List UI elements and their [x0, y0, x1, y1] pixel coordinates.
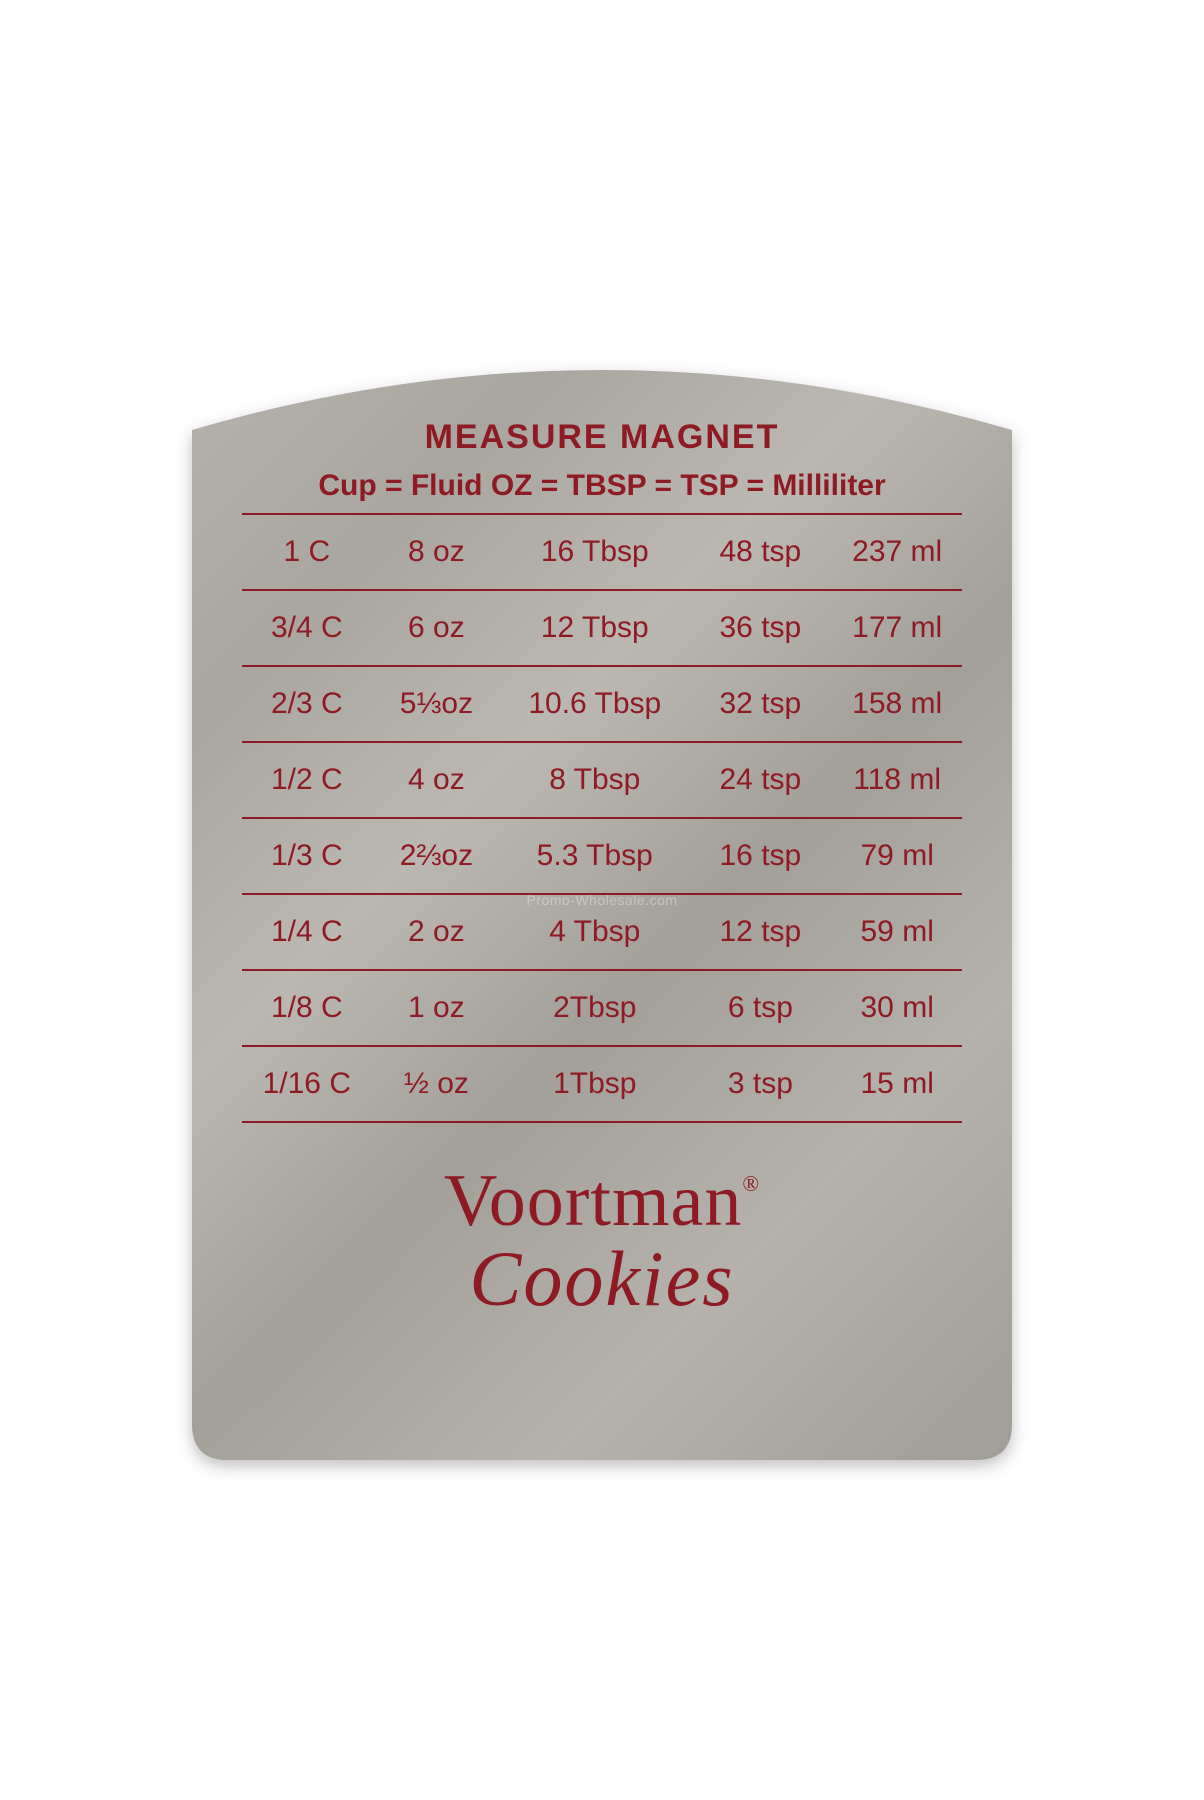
cell-oz: 1 oz: [372, 970, 502, 1046]
cell-tbsp: 16 Tbsp: [501, 514, 688, 590]
cell-oz: ½ oz: [372, 1046, 502, 1122]
cell-ml: 59 ml: [832, 894, 962, 970]
cell-tsp: 16 tsp: [688, 818, 832, 894]
cell-ml: 158 ml: [832, 666, 962, 742]
conversion-table: 1 C 8 oz 16 Tbsp 48 tsp 237 ml 3/4 C 6 o…: [242, 513, 962, 1123]
cell-ml: 177 ml: [832, 590, 962, 666]
cell-oz: 8 oz: [372, 514, 502, 590]
table-row: 1 C 8 oz 16 Tbsp 48 tsp 237 ml: [242, 514, 962, 590]
brand-block: Voortman® Cookies: [242, 1159, 962, 1324]
cell-oz: 6 oz: [372, 590, 502, 666]
cell-cup: 2/3 C: [242, 666, 372, 742]
cell-tbsp: 1Tbsp: [501, 1046, 688, 1122]
cell-cup: 3/4 C: [242, 590, 372, 666]
cell-tsp: 36 tsp: [688, 590, 832, 666]
table-row: 1/8 C 1 oz 2Tbsp 6 tsp 30 ml: [242, 970, 962, 1046]
cell-oz: 2 oz: [372, 894, 502, 970]
cell-tsp: 48 tsp: [688, 514, 832, 590]
cell-tsp: 12 tsp: [688, 894, 832, 970]
table-row: 3/4 C 6 oz 12 Tbsp 36 tsp 177 ml: [242, 590, 962, 666]
magnet-content: MEASURE MAGNET Cup = Fluid OZ = TBSP = T…: [242, 390, 962, 1420]
page-stage: MEASURE MAGNET Cup = Fluid OZ = TBSP = T…: [0, 0, 1204, 1800]
cell-cup: 1/8 C: [242, 970, 372, 1046]
cell-cup: 1/4 C: [242, 894, 372, 970]
table-row: 1/16 C ½ oz 1Tbsp 3 tsp 15 ml: [242, 1046, 962, 1122]
cell-tbsp: 2Tbsp: [501, 970, 688, 1046]
brand-name-text: Voortman: [444, 1160, 743, 1242]
cell-cup: 1 C: [242, 514, 372, 590]
cell-tsp: 3 tsp: [688, 1046, 832, 1122]
cell-oz: 4 oz: [372, 742, 502, 818]
brand-tagline: Cookies: [242, 1234, 962, 1324]
cell-ml: 237 ml: [832, 514, 962, 590]
cell-ml: 30 ml: [832, 970, 962, 1046]
cell-tsp: 32 tsp: [688, 666, 832, 742]
title: MEASURE MAGNET: [242, 418, 962, 457]
cell-ml: 79 ml: [832, 818, 962, 894]
cell-tsp: 6 tsp: [688, 970, 832, 1046]
table-row: 1/2 C 4 oz 8 Tbsp 24 tsp 118 ml: [242, 742, 962, 818]
cell-cup: 1/16 C: [242, 1046, 372, 1122]
brand-name: Voortman®: [242, 1159, 962, 1244]
table-row: 1/4 C 2 oz 4 Tbsp 12 tsp 59 ml: [242, 894, 962, 970]
cell-tbsp: 4 Tbsp: [501, 894, 688, 970]
table-row: 2/3 C 5⅓oz 10.6 Tbsp 32 tsp 158 ml: [242, 666, 962, 742]
cell-tbsp: 10.6 Tbsp: [501, 666, 688, 742]
unit-equivalence-subtitle: Cup = Fluid OZ = TBSP = TSP = Milliliter: [242, 469, 962, 503]
cell-cup: 1/2 C: [242, 742, 372, 818]
cell-cup: 1/3 C: [242, 818, 372, 894]
cell-ml: 15 ml: [832, 1046, 962, 1122]
cell-oz: 2⅔oz: [372, 818, 502, 894]
magnet-plate: MEASURE MAGNET Cup = Fluid OZ = TBSP = T…: [192, 340, 1012, 1460]
registered-mark: ®: [742, 1171, 760, 1196]
table-row: 1/3 C 2⅔oz 5.3 Tbsp 16 tsp 79 ml: [242, 818, 962, 894]
cell-oz: 5⅓oz: [372, 666, 502, 742]
cell-ml: 118 ml: [832, 742, 962, 818]
cell-tsp: 24 tsp: [688, 742, 832, 818]
cell-tbsp: 5.3 Tbsp: [501, 818, 688, 894]
cell-tbsp: 12 Tbsp: [501, 590, 688, 666]
cell-tbsp: 8 Tbsp: [501, 742, 688, 818]
